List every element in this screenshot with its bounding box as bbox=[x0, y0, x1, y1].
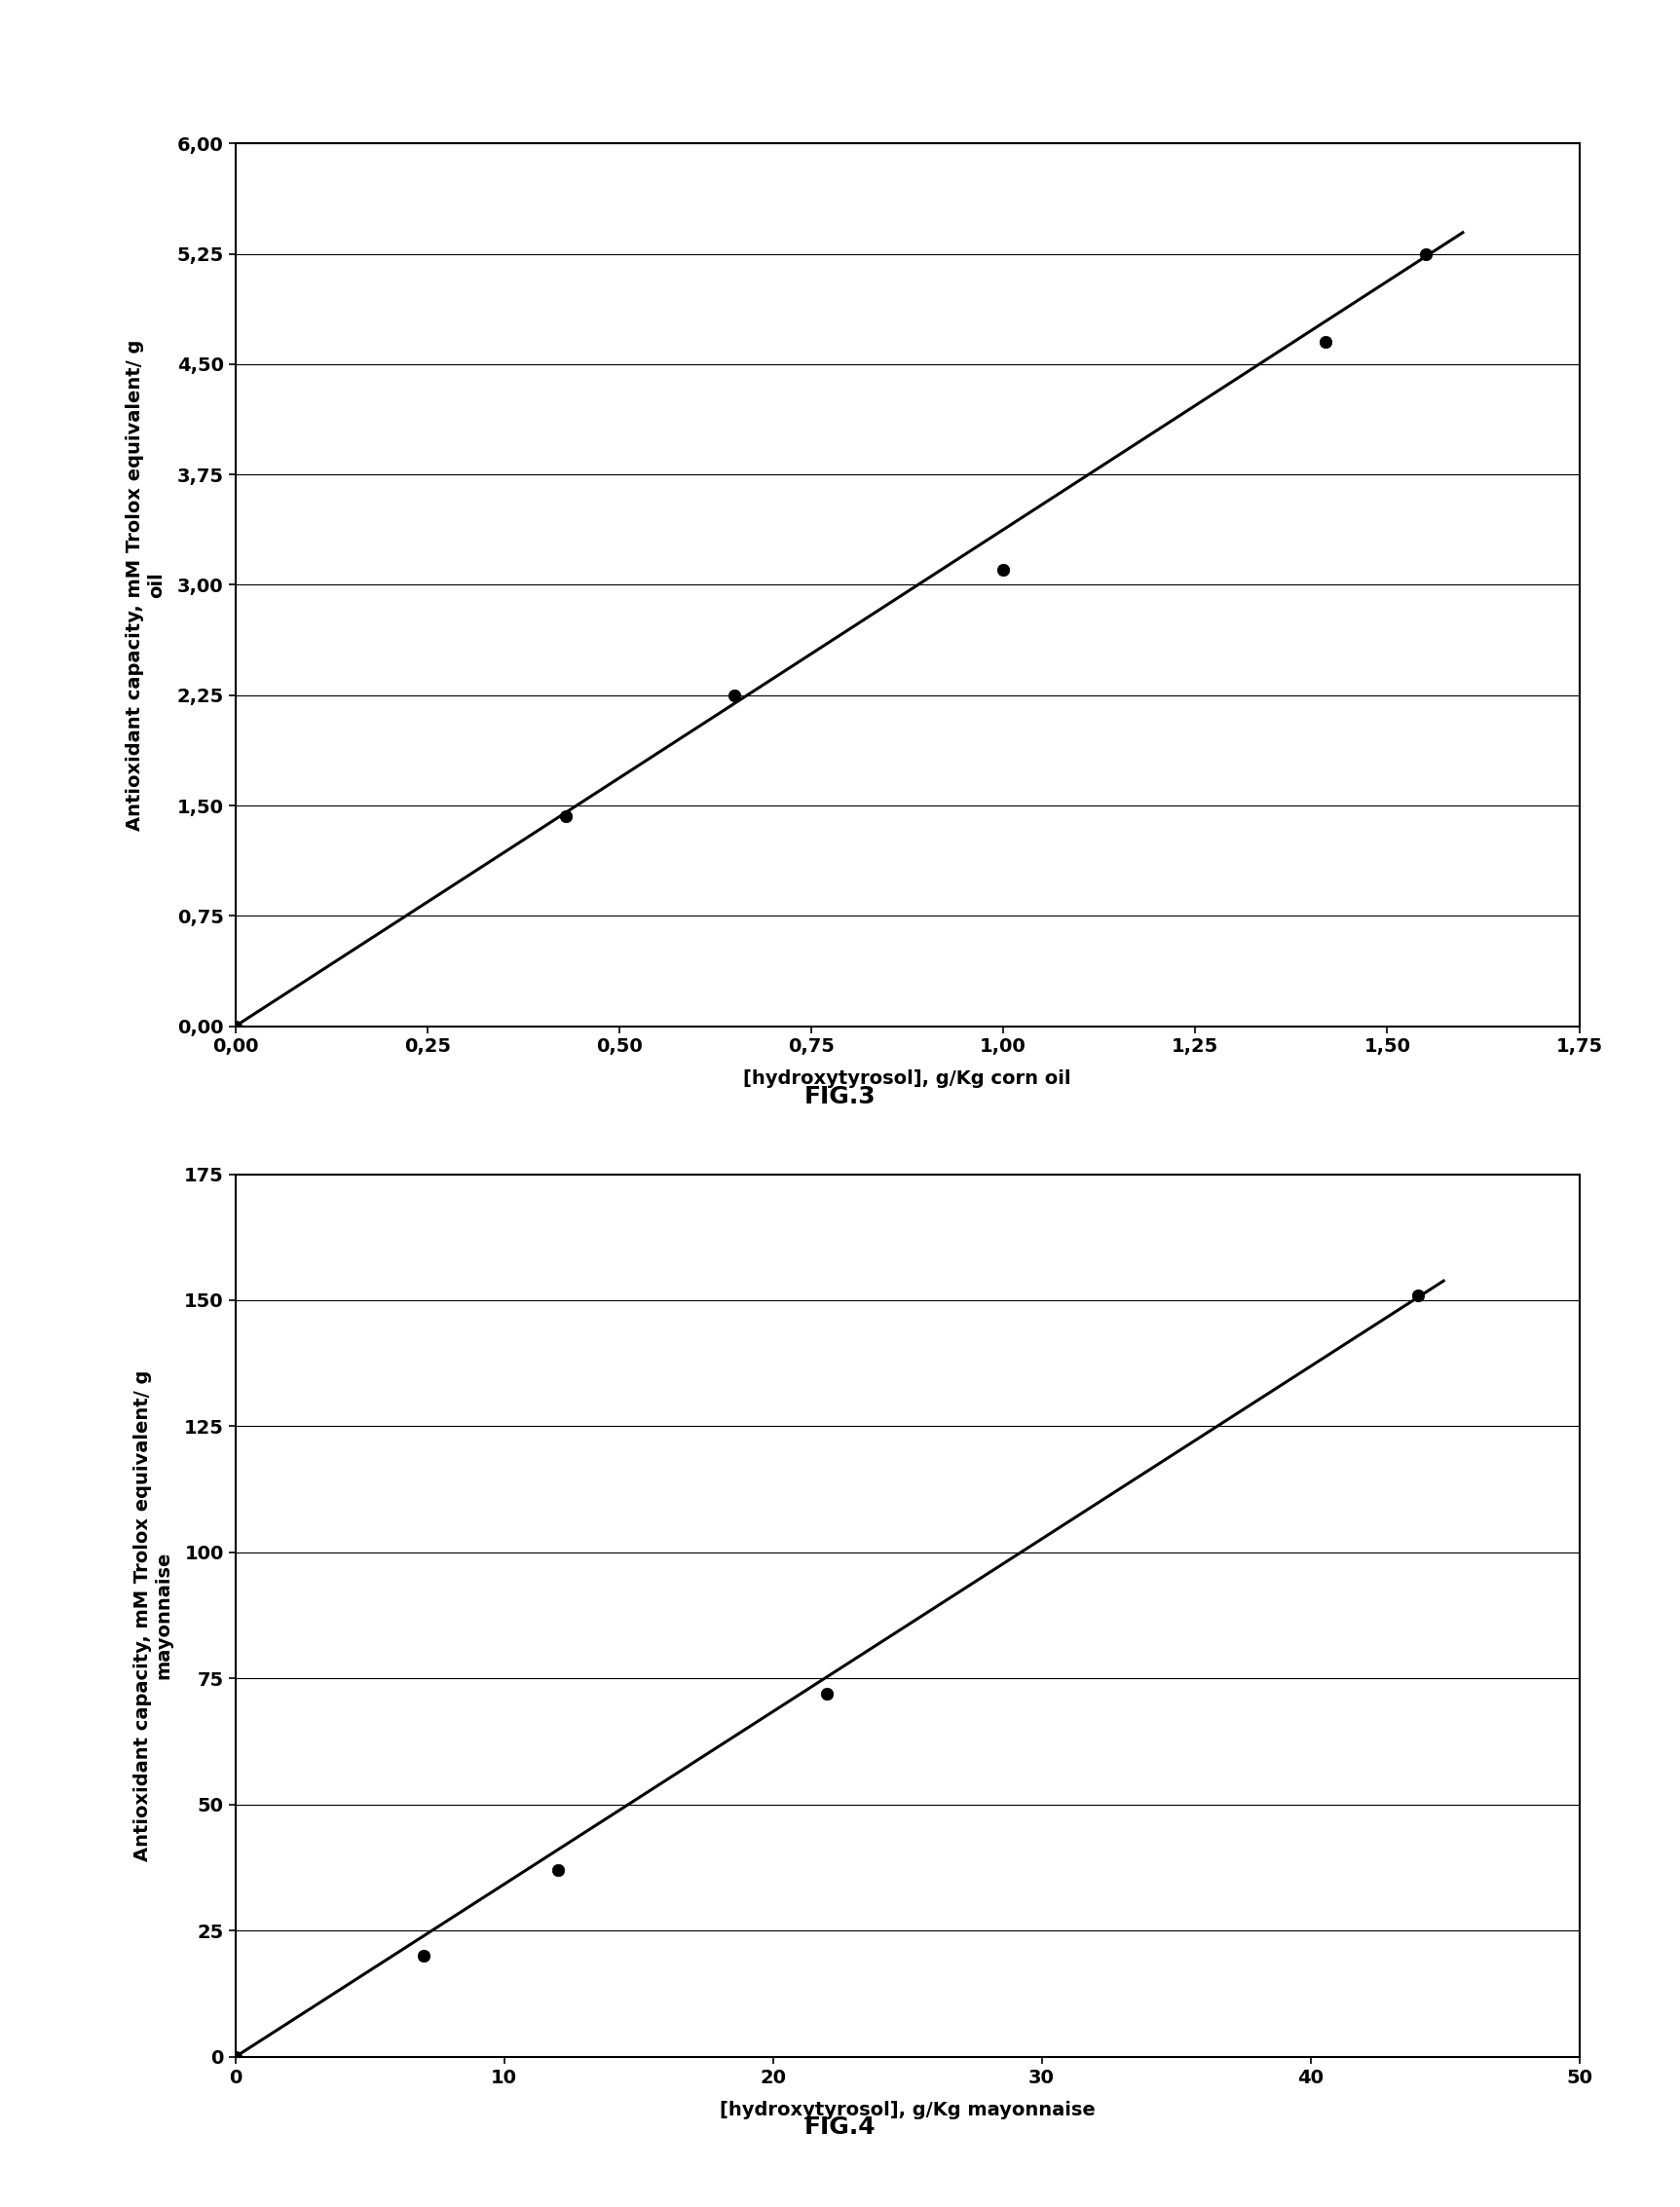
Point bbox=[1413, 236, 1440, 271]
Text: FIG.4: FIG.4 bbox=[805, 2117, 875, 2139]
Point bbox=[544, 1852, 571, 1887]
Point bbox=[222, 2039, 249, 2075]
Point bbox=[410, 1938, 437, 1973]
Point bbox=[553, 799, 580, 834]
Point bbox=[813, 1675, 840, 1710]
X-axis label: [hydroxytyrosol], g/Kg corn oil: [hydroxytyrosol], g/Kg corn oil bbox=[743, 1070, 1072, 1088]
Point bbox=[990, 552, 1016, 587]
Y-axis label: Antioxidant capacity, mM Trolox equivalent/ g
mayonnaise: Antioxidant capacity, mM Trolox equivale… bbox=[133, 1371, 173, 1861]
Point bbox=[1404, 1278, 1431, 1313]
Point bbox=[1312, 324, 1339, 360]
Point bbox=[222, 1009, 249, 1044]
Point bbox=[721, 678, 748, 713]
Text: FIG.3: FIG.3 bbox=[805, 1086, 875, 1108]
X-axis label: [hydroxytyrosol], g/Kg mayonnaise: [hydroxytyrosol], g/Kg mayonnaise bbox=[719, 2101, 1095, 2119]
Y-axis label: Antioxidant capacity, mM Trolox equivalent/ g
oil: Antioxidant capacity, mM Trolox equivale… bbox=[126, 340, 166, 830]
